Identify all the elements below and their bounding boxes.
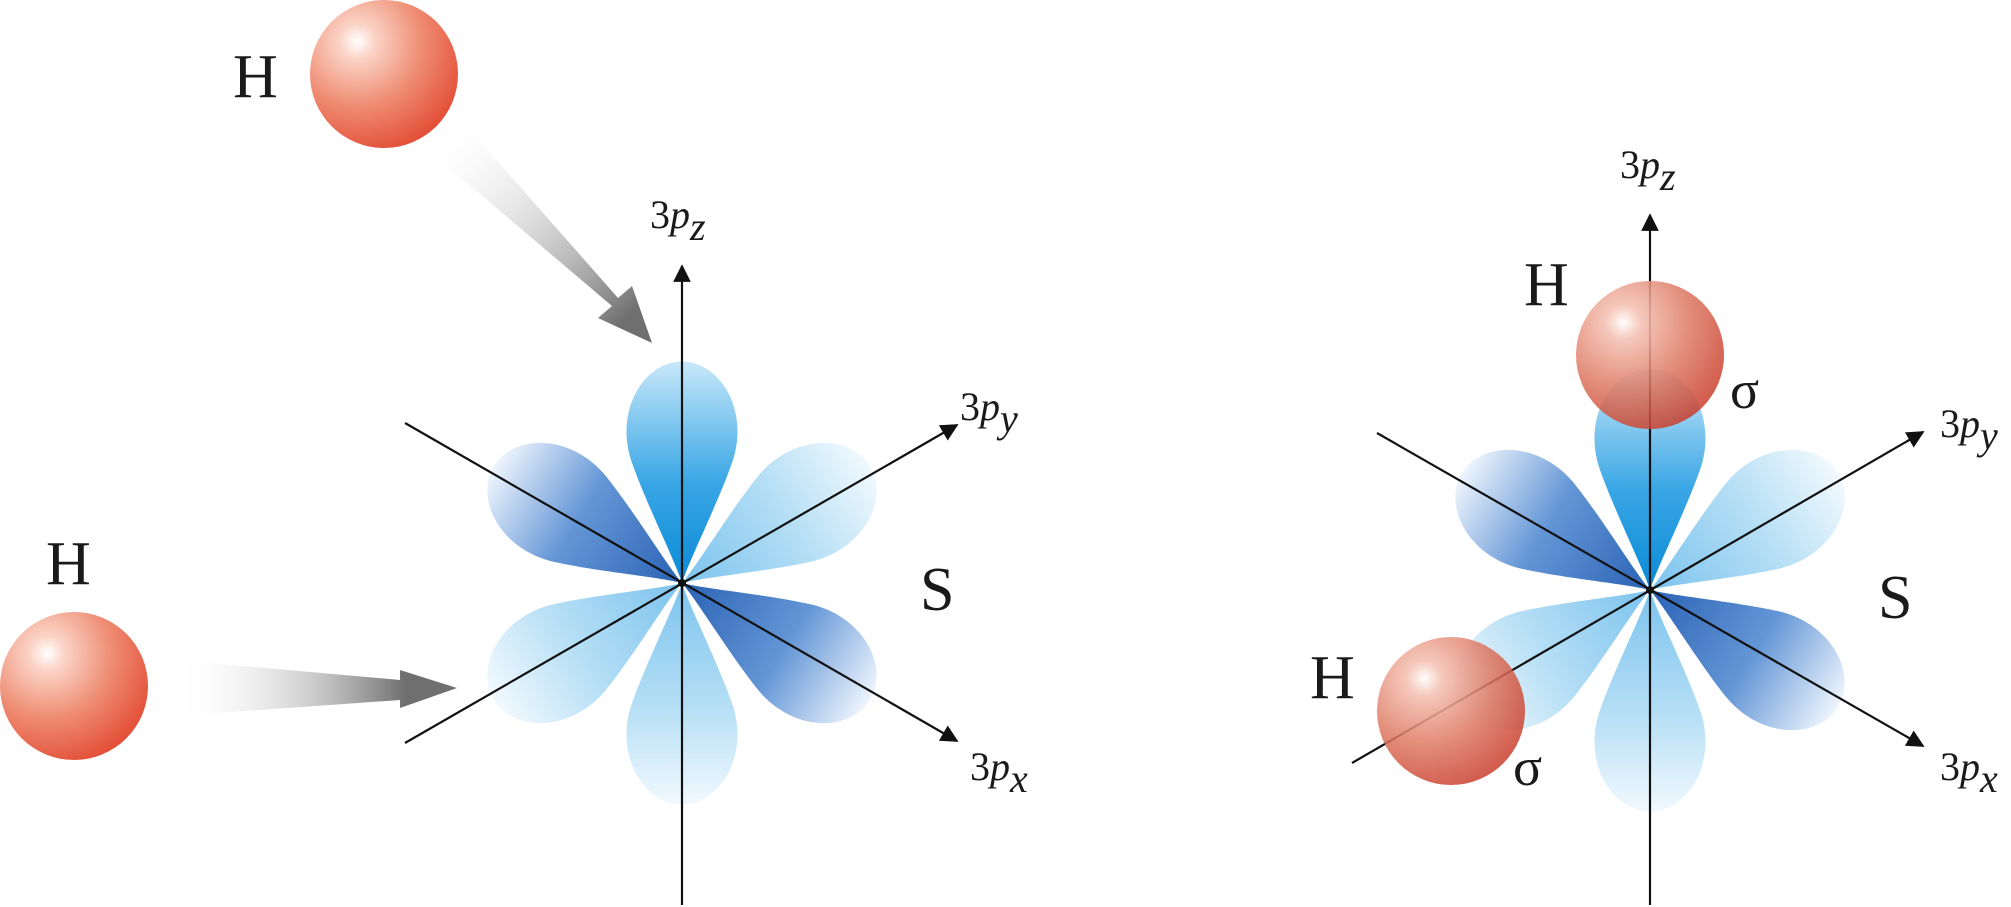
lobe-upper-left xyxy=(487,442,682,583)
hydrogen-atom-top xyxy=(310,0,458,148)
lobe-lower-left xyxy=(487,583,682,724)
axis-label-3px: 3px xyxy=(1940,744,1998,801)
lobe-upper-left xyxy=(1455,449,1650,590)
axis-label-3pz: 3pz xyxy=(650,192,706,249)
approach-arrow-left xyxy=(175,660,457,716)
axis-label-3py: 3py xyxy=(960,384,1018,441)
sulfur-label: S xyxy=(1878,564,1912,632)
lobe-upper-right xyxy=(682,442,877,583)
hydrogen-atom-top-bonded xyxy=(1576,281,1724,429)
axis-label-3py: 3py xyxy=(1940,401,1998,458)
nucleus-dot xyxy=(678,579,686,587)
lobe-lower-right xyxy=(1650,590,1845,731)
lobe-upper-right xyxy=(1650,449,1845,590)
sigma-bond-label-top: σ xyxy=(1730,360,1759,420)
hydrogen-label-top: H xyxy=(233,43,278,111)
hydrogen-atom-left-bonded xyxy=(1377,637,1525,785)
panel-before: 3pz 3py 3px S H H xyxy=(0,0,1028,905)
approach-arrow-top xyxy=(440,130,652,343)
hydrogen-label-left: H xyxy=(1310,644,1355,712)
axis-label-3px: 3px xyxy=(970,744,1028,801)
sigma-bond-label-left: σ xyxy=(1513,737,1542,797)
lobe-lower-right xyxy=(682,583,877,724)
axis-label-3pz: 3pz xyxy=(1620,142,1676,199)
nucleus-dot xyxy=(1646,586,1654,594)
panel-after: 3pz 3py 3px S Hσ Hσ xyxy=(1310,142,1998,905)
hydrogen-label-left: H xyxy=(46,530,91,598)
hydrogen-label-top: H xyxy=(1524,251,1569,319)
hydrogen-atom-left xyxy=(0,612,148,760)
sulfur-label: S xyxy=(920,556,954,624)
